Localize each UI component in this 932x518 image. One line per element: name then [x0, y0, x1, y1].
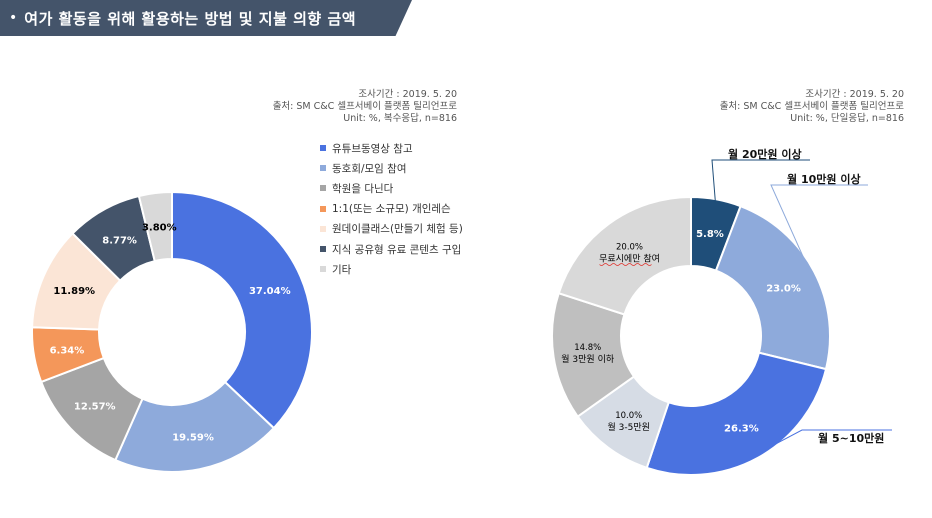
callout-line: [711, 159, 810, 204]
title-bar: • 여가 활동을 위해 활용하는 방법 및 지불 의향 금액: [0, 0, 412, 36]
left-source-note: 조사기간 : 2019. 5. 20 출처: SM C&C 셀프서베이 플랫폼 …: [273, 89, 457, 125]
right-source: 출처: SM C&C 셀프서베이 플랫폼 틸리언프로: [719, 101, 904, 112]
legend-item: 유튜브동영상 참고: [320, 138, 463, 158]
right-chart-data-label: 10.0%: [615, 411, 642, 421]
left-chart-data-label: 3.80%: [142, 222, 177, 233]
legend-swatch: [320, 145, 326, 152]
legend-label: 지식 공유형 유료 콘텐츠 구입: [332, 243, 462, 256]
legend-item: 1:1(또는 소규모) 개인레슨: [320, 199, 463, 219]
left-source: 출처: SM C&C 셀프서베이 플랫폼 틸리언프로: [272, 101, 457, 112]
right-chart-data-label: 26.3%: [724, 424, 759, 435]
right-chart-slice-2: [645, 351, 828, 476]
right-source-note: 조사기간 : 2019. 5. 20 출처: SM C&C 셀프서베이 플랫폼 …: [720, 89, 904, 125]
legend-item: 기타: [320, 259, 463, 279]
callout-label: 월 10만원 이상: [787, 172, 861, 186]
callout-label: 월 20만원 이상: [728, 147, 802, 161]
left-survey-period: 조사기간 : 2019. 5. 20: [358, 89, 457, 100]
callout-line: [755, 429, 892, 455]
legend-label: 원데이클래스(만들기 체험 등): [332, 223, 463, 236]
left-chart-data-label: 11.89%: [53, 286, 95, 297]
right-chart-data-label: 20.0%: [616, 242, 643, 252]
right-chart-category-label: 월 3만원 이하: [561, 353, 615, 365]
legend-label: 유튜브동영상 참고: [332, 142, 413, 155]
legend-swatch: [320, 165, 326, 172]
legend-label: 학원을 다닌다: [332, 182, 394, 195]
legend-swatch: [320, 205, 326, 212]
title-bullet: •: [9, 10, 18, 26]
right-chart-data-label: 5.8%: [696, 229, 724, 240]
callout-line: [770, 184, 868, 274]
legend-label: 1:1(또는 소규모) 개인레슨: [332, 203, 451, 216]
legend-label: 기타: [332, 263, 352, 276]
legend-item: 지식 공유형 유료 콘텐츠 구입: [320, 239, 463, 259]
right-chart-data-label: 23.0%: [766, 283, 801, 294]
left-chart-data-label: 37.04%: [249, 286, 291, 297]
legend-swatch: [320, 185, 326, 192]
legend-swatch: [320, 266, 326, 273]
legend-swatch: [320, 225, 326, 232]
right-chart-slice-1: [714, 204, 831, 371]
legend-label: 동호회/모임 참여: [332, 162, 407, 175]
legend-item: 학원을 다닌다: [320, 178, 463, 198]
right-chart-category-label: 무료시에만 참여: [599, 252, 660, 264]
legend-swatch: [320, 246, 326, 253]
left-chart-data-label: 6.34%: [50, 346, 85, 357]
right-survey-period: 조사기간 : 2019. 5. 20: [805, 89, 904, 100]
spellcheck-underline: [599, 263, 652, 266]
left-chart-slice-0: [171, 190, 313, 430]
legend-item: 원데이클래스(만들기 체험 등): [320, 219, 463, 239]
legend-item: 동호회/모임 참여: [320, 158, 463, 178]
page-title: 여가 활동을 위해 활용하는 방법 및 지불 의향 금액: [24, 9, 357, 28]
left-chart-data-label: 19.59%: [172, 432, 214, 443]
right-chart-category-label: 월 3-5만원: [608, 421, 650, 433]
right-unit: Unit: %, 단일응답, n=816: [790, 113, 904, 124]
right-chart-slice-5: [557, 195, 692, 316]
callout-label: 월 5~10만원: [818, 431, 884, 445]
left-chart-data-label: 12.57%: [74, 401, 116, 412]
right-chart-data-label: 14.8%: [574, 343, 601, 353]
left-chart-data-label: 8.77%: [102, 235, 137, 246]
left-chart-slice-6: [137, 190, 173, 263]
left-chart-slice-1: [114, 380, 276, 473]
left-unit: Unit: %, 복수응답, n=816: [343, 113, 457, 124]
